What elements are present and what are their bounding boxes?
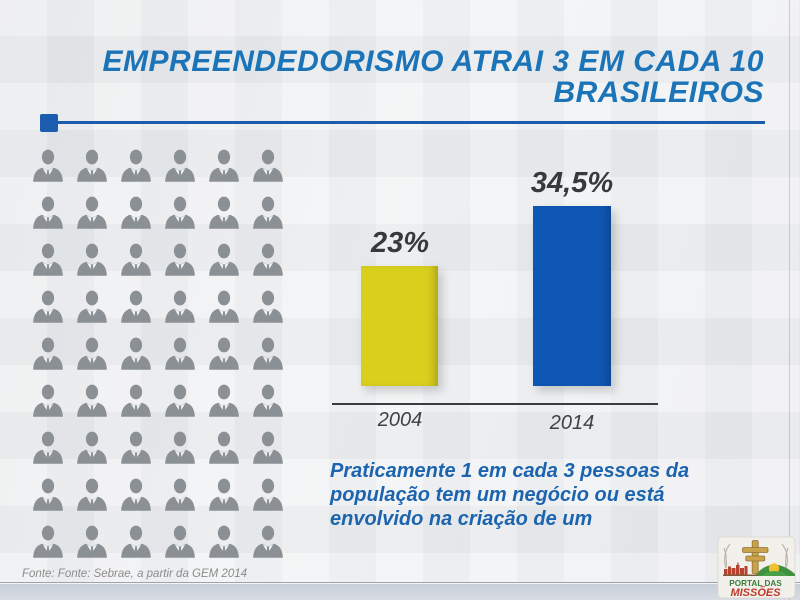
businessman-icon — [209, 478, 239, 511]
businessman-icon — [77, 478, 107, 511]
businessman-icon — [209, 431, 239, 464]
businessman-icon — [209, 196, 239, 229]
businessman-icon — [253, 243, 283, 276]
caption-line2: população tem um negócio ou está — [330, 484, 665, 506]
businessman-icon — [33, 290, 63, 323]
businessman-icon — [33, 525, 63, 558]
logo-mission-cross — [742, 540, 769, 574]
businessman-icon — [253, 384, 283, 417]
footer-divider — [0, 582, 800, 584]
caption-line1: Praticamente 1 em cada 3 pessoas da — [330, 460, 690, 482]
businessman-icon — [165, 384, 195, 417]
businessman-icon — [165, 243, 195, 276]
businessman-icon — [253, 478, 283, 511]
businessman-icon — [209, 525, 239, 558]
businessman-icon — [77, 243, 107, 276]
logo-sprig-right — [781, 543, 789, 569]
slide-edge-highlight — [789, 0, 790, 600]
businessman-icon — [77, 431, 107, 464]
businessman-icon — [33, 196, 63, 229]
businessman-icon — [121, 525, 151, 558]
businessman-icon — [253, 337, 283, 370]
businessman-icon — [209, 243, 239, 276]
businessman-icon — [165, 290, 195, 323]
x-tick-label-2014: 2014 — [549, 412, 595, 434]
businessman-icon — [33, 149, 63, 182]
businessman-icon — [121, 337, 151, 370]
businessman-icon — [209, 290, 239, 323]
businessman-icon — [165, 478, 195, 511]
source-note: Fonte: Fonte: Sebrae, a partir da GEM 20… — [22, 568, 248, 580]
businessman-icon — [253, 196, 283, 229]
caption: Praticamente 1 em cada 3 pessoas da popu… — [330, 459, 689, 531]
logo-sun — [768, 563, 780, 574]
page-title-line1: EMPREENDEDORISMO ATRAI 3 EM CADA 10 — [102, 45, 764, 78]
businessman-icon — [209, 149, 239, 182]
bar-2014 — [533, 205, 611, 386]
businessman-icon — [165, 525, 195, 558]
businessman-icon — [77, 384, 107, 417]
businessman-icon — [77, 337, 107, 370]
businessman-icon — [165, 149, 195, 182]
footer-band — [0, 584, 800, 600]
businessman-icon — [121, 290, 151, 323]
businessman-icon — [253, 149, 283, 182]
page-title-line2: BRASILEIROS — [553, 76, 764, 109]
businessman-icon — [33, 478, 63, 511]
businessman-icon — [77, 525, 107, 558]
people-grid — [30, 147, 286, 561]
businessman-icon — [33, 243, 63, 276]
x-axis-line — [332, 403, 658, 405]
businessman-icon — [253, 525, 283, 558]
businessman-icon — [121, 243, 151, 276]
logo-ground — [723, 574, 757, 576]
title-rule-line — [52, 121, 765, 124]
logo-text-line2: MISSÕES — [730, 586, 781, 599]
businessman-icon — [209, 337, 239, 370]
businessman-icon — [121, 431, 151, 464]
logo-text-line1: PORTAL DAS — [729, 579, 782, 588]
page-title: EMPREENDEDORISMO ATRAI 3 EM CADA 10 BRAS… — [90, 46, 764, 108]
bar-2004 — [361, 265, 438, 386]
bar-chart: 23% 34,5% 2004 2014 — [330, 160, 664, 446]
businessman-icon — [165, 196, 195, 229]
bar-value-label-2004: 23% — [370, 226, 430, 259]
businessman-icon — [121, 149, 151, 182]
businessman-icon — [33, 337, 63, 370]
businessman-icon — [253, 290, 283, 323]
logo-hill — [755, 563, 795, 576]
x-tick-label-2004: 2004 — [377, 409, 423, 431]
title-rule-square — [40, 114, 58, 132]
businessman-icon — [33, 384, 63, 417]
businessman-icon — [121, 478, 151, 511]
businessman-icon — [77, 196, 107, 229]
logo-sprig-left — [723, 543, 731, 569]
caption-line3: envolvido na criação de um — [330, 508, 593, 530]
businessman-icon — [165, 337, 195, 370]
businessman-icon — [121, 384, 151, 417]
businessman-icon — [77, 290, 107, 323]
businessman-icon — [33, 431, 63, 464]
businessman-icon — [77, 149, 107, 182]
businessman-icon — [253, 431, 283, 464]
businessman-icon — [165, 431, 195, 464]
bar-value-label-2014: 34,5% — [530, 166, 614, 199]
logo-buildings — [724, 562, 748, 575]
portal-das-missoes-logo: PORTAL DAS MISSÕES — [717, 536, 796, 599]
businessman-icon — [209, 384, 239, 417]
businessman-icon — [121, 196, 151, 229]
